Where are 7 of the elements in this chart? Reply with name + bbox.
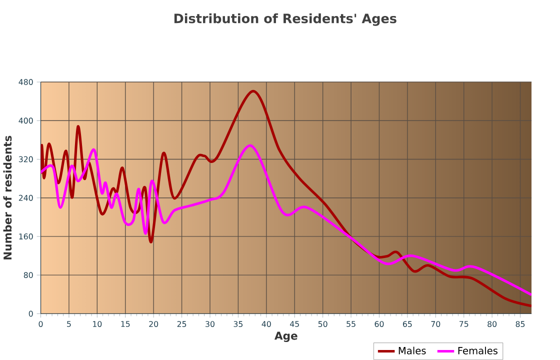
line-series (40, 144, 532, 296)
chart-title: Distribution of Residents' Ages (174, 13, 396, 26)
y-axis-title: Number of residents (3, 136, 12, 260)
legend-label: Females (458, 346, 498, 354)
line-series (40, 90, 532, 308)
legend-label: Males (398, 346, 426, 354)
x-axis-title: Age (274, 332, 298, 342)
